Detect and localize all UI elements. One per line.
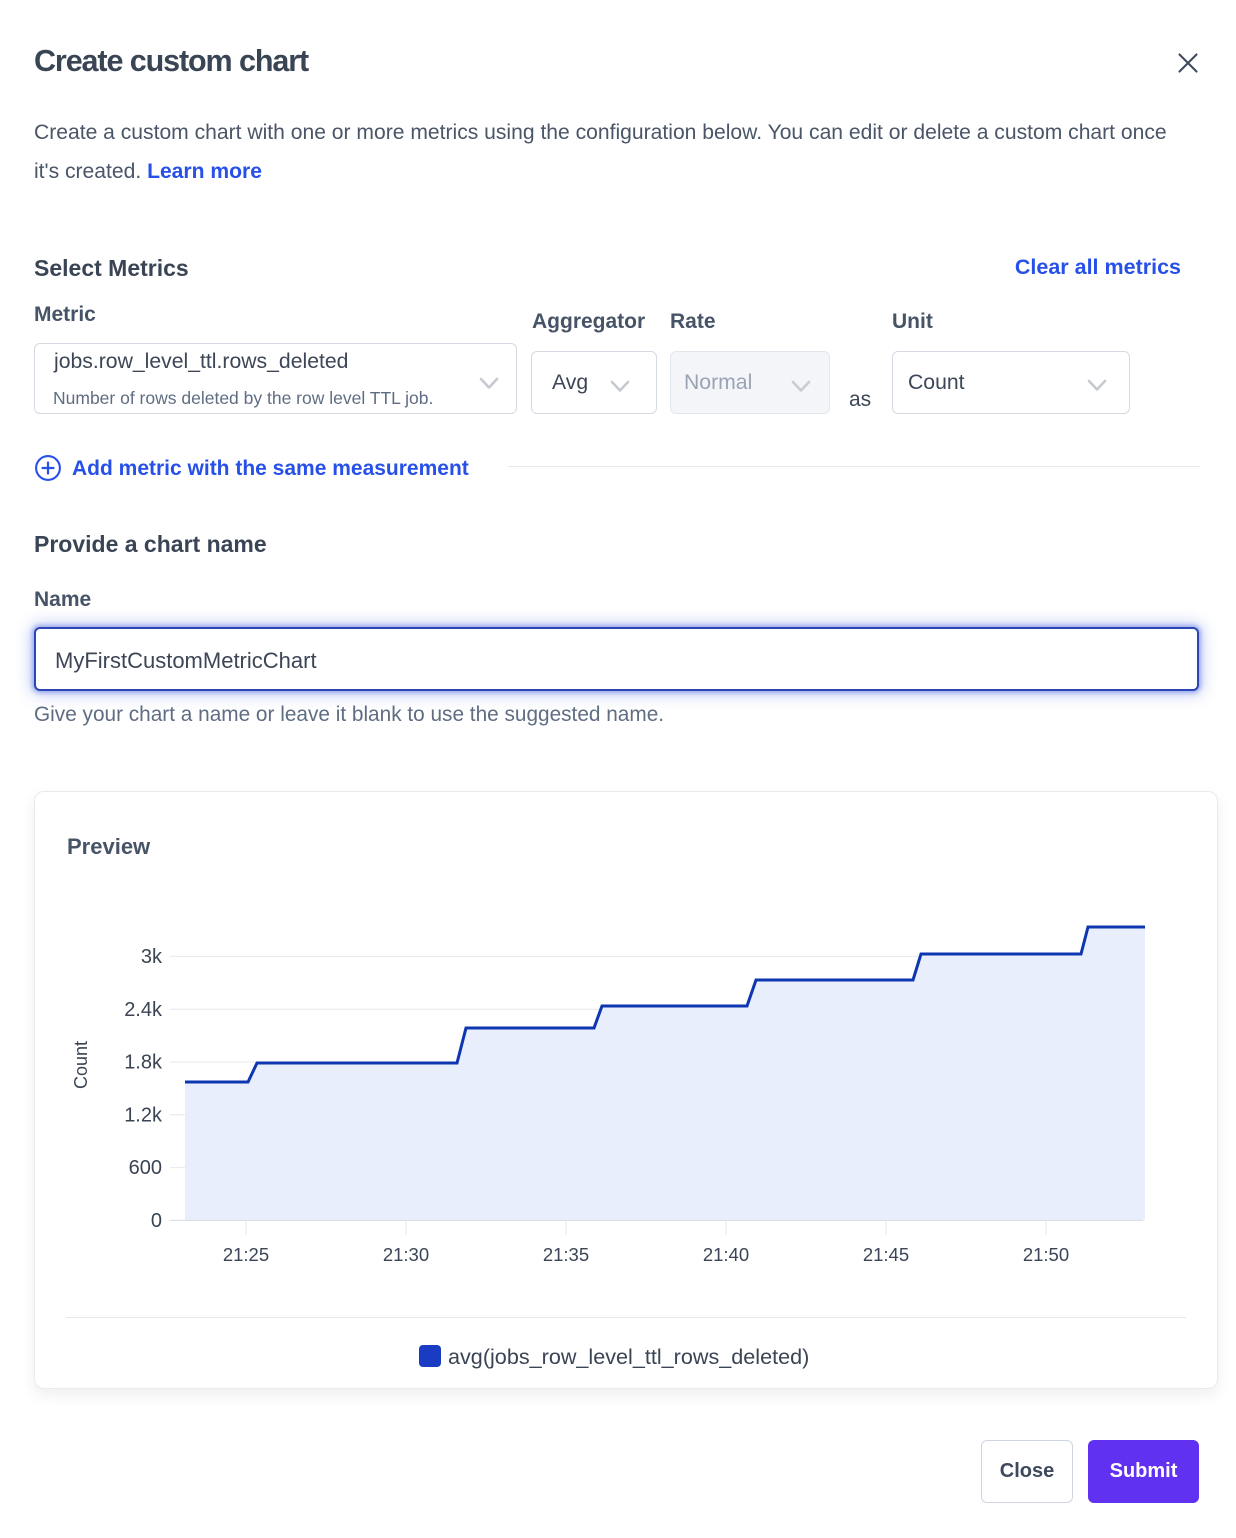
svg-text:21:40: 21:40 — [703, 1244, 749, 1265]
svg-text:21:30: 21:30 — [383, 1244, 429, 1265]
svg-text:21:50: 21:50 — [1023, 1244, 1069, 1265]
svg-text:Count: Count — [71, 1041, 91, 1089]
svg-text:21:25: 21:25 — [223, 1244, 269, 1265]
svg-text:2.4k: 2.4k — [124, 999, 163, 1021]
svg-text:1.8k: 1.8k — [124, 1052, 163, 1074]
svg-text:0: 0 — [151, 1210, 162, 1232]
svg-text:3k: 3k — [141, 946, 163, 968]
svg-text:21:35: 21:35 — [543, 1244, 589, 1265]
svg-text:21:45: 21:45 — [863, 1244, 909, 1265]
svg-text:1.2k: 1.2k — [124, 1104, 163, 1126]
svg-text:600: 600 — [129, 1157, 162, 1179]
